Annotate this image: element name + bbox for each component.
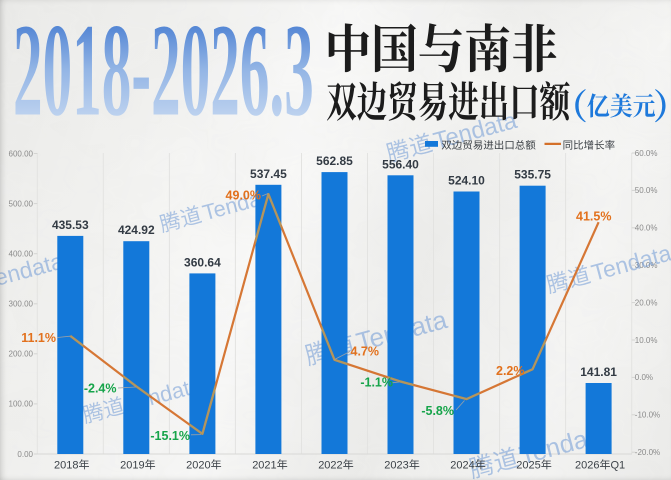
svg-text:537.45: 537.45 [250, 167, 287, 181]
svg-text:2018: 2018 [54, 460, 78, 472]
svg-text:2.2%: 2.2% [496, 364, 525, 378]
svg-text:2025: 2025 [516, 460, 540, 472]
svg-text:141.81: 141.81 [580, 365, 617, 379]
svg-text:2022: 2022 [318, 460, 342, 472]
svg-text:2019: 2019 [120, 460, 144, 472]
svg-text:-15.1%: -15.1% [150, 429, 190, 443]
svg-text:10.0%: 10.0% [635, 336, 658, 345]
svg-text:Q1: Q1 [611, 460, 626, 472]
svg-text:49.0%: 49.0% [226, 189, 261, 203]
svg-text:500.00: 500.00 [9, 199, 34, 208]
svg-text:20.0%: 20.0% [635, 298, 658, 307]
svg-text:562.85: 562.85 [316, 154, 353, 168]
svg-text:40.0%: 40.0% [635, 224, 658, 233]
svg-text:200.00: 200.00 [9, 350, 34, 359]
svg-text:2026: 2026 [575, 460, 599, 472]
svg-text:60.0%: 60.0% [635, 149, 658, 158]
svg-text:0.0%: 0.0% [635, 373, 653, 382]
svg-text:360.64: 360.64 [184, 255, 221, 269]
svg-text:535.75: 535.75 [514, 168, 551, 182]
svg-text:-10.0%: -10.0% [635, 411, 660, 420]
svg-text:50.0%: 50.0% [635, 186, 658, 195]
svg-text:435.53: 435.53 [52, 218, 89, 232]
svg-text:400.00: 400.00 [9, 250, 34, 259]
svg-text:100.00: 100.00 [9, 400, 34, 409]
svg-text:2024: 2024 [450, 460, 474, 472]
svg-text:4.7%: 4.7% [351, 345, 380, 359]
svg-text:300.00: 300.00 [9, 300, 34, 309]
svg-text:11.1%: 11.1% [21, 331, 56, 345]
svg-text:-20.0%: -20.0% [635, 448, 660, 457]
svg-text:2021: 2021 [252, 460, 276, 472]
svg-text:600.00: 600.00 [9, 149, 34, 158]
svg-text:2023: 2023 [384, 460, 408, 472]
svg-text:-5.8%: -5.8% [421, 404, 454, 418]
svg-text:2018-2026.3: 2018-2026.3 [13, 0, 314, 144]
svg-text:0.00: 0.00 [17, 450, 33, 459]
svg-text:556.40: 556.40 [382, 157, 419, 171]
svg-text:424.92: 424.92 [118, 223, 155, 237]
svg-text:2020: 2020 [186, 460, 210, 472]
svg-text:-2.4%: -2.4% [84, 382, 117, 396]
svg-text:-1.1%: -1.1% [360, 376, 393, 390]
svg-text:41.5%: 41.5% [576, 210, 611, 224]
svg-text:30.0%: 30.0% [635, 261, 658, 270]
svg-text:524.10: 524.10 [448, 174, 485, 188]
